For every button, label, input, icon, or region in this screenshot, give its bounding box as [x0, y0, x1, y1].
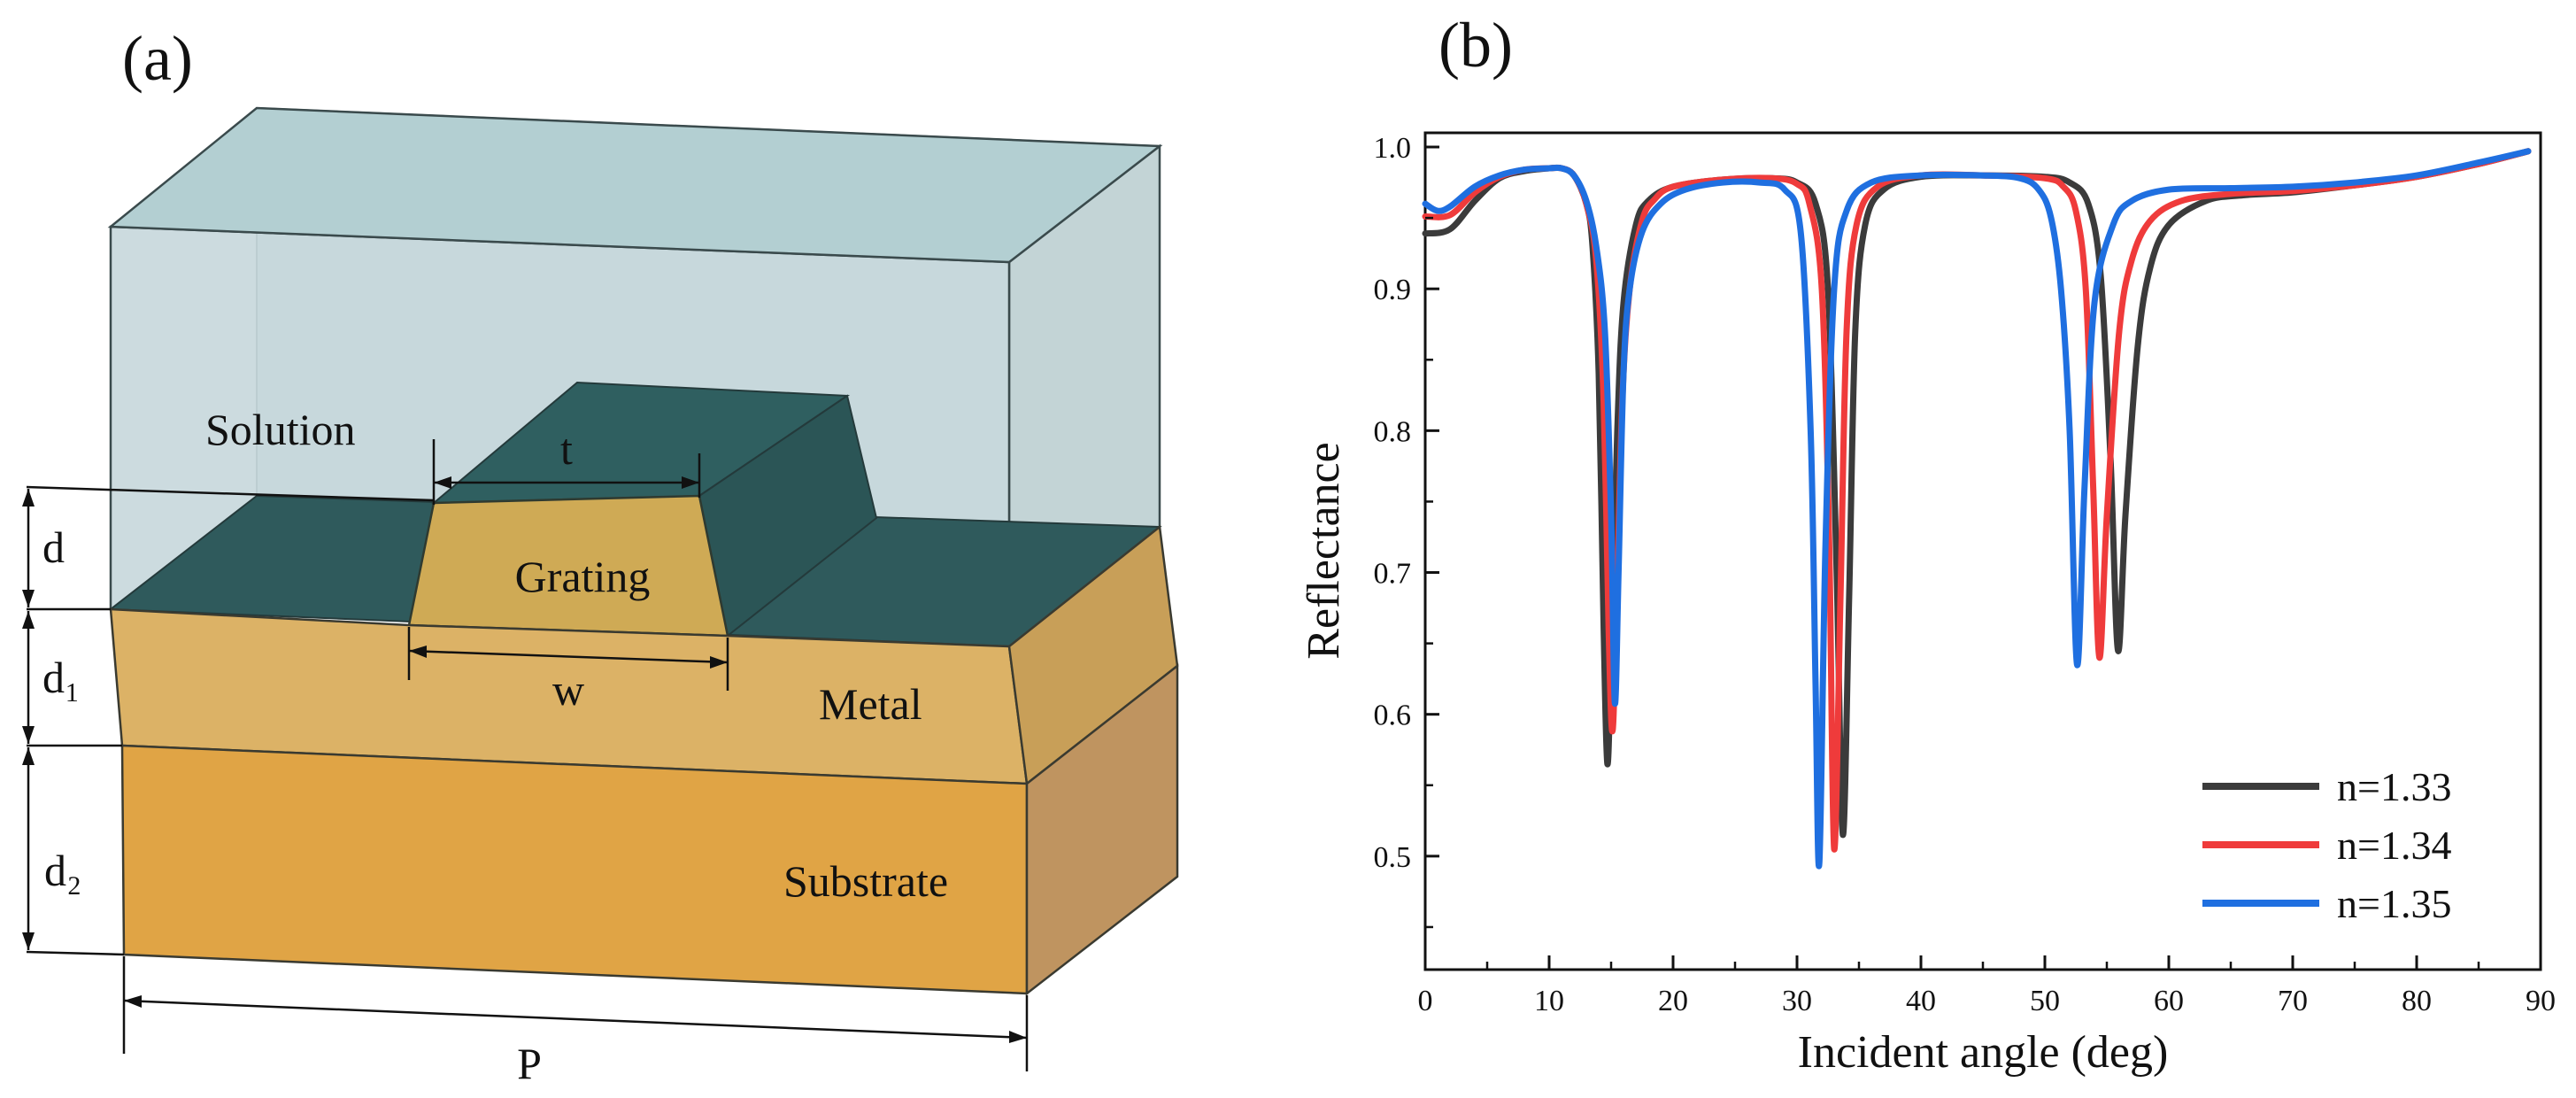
x-tick-label-80: 80 — [2402, 985, 2432, 1017]
panel-b-label: (b) — [1438, 10, 1513, 81]
y-tick-label-0.8: 0.8 — [1374, 415, 1412, 448]
d1-label: d₁ — [42, 653, 80, 702]
series-line-n135 — [1422, 148, 2532, 870]
y-axis-label: Reflectance — [1299, 442, 1349, 659]
series-line-n134 — [1422, 148, 2532, 853]
panel-b: (b) 0 10 20 30 40 50 60 70 80 90 0.5 0.6 0.7 0.8 0.9 1.… — [1299, 10, 2556, 1078]
panel-a: (a) — [22, 23, 1179, 1088]
ticks-layer: 0 10 20 30 40 50 60 70 80 90 0.5 0.6 0.7 0.8 0.9 1.0 — [1374, 132, 2557, 1017]
y-tick-label-1.0: 1.0 — [1374, 132, 1412, 165]
substrate-label: Substrate — [783, 856, 948, 906]
d-label: d — [42, 522, 65, 572]
x-tick-label-60: 60 — [2154, 985, 2184, 1017]
substrate-right-face — [1025, 663, 1179, 996]
dimension-arrowheads — [22, 476, 1027, 1043]
legend-label-1: n=1.34 — [2337, 823, 2451, 868]
grating-label: Grating — [515, 552, 651, 601]
series-line-n133 — [1422, 148, 2532, 839]
legend: n=1.33 n=1.34 n=1.35 — [2202, 764, 2451, 926]
d2-label: d₂ — [44, 846, 81, 895]
x-axis-label: Incident angle (deg) — [1798, 1027, 2169, 1078]
t-label: t — [560, 424, 573, 474]
x-tick-label-90: 90 — [2526, 985, 2556, 1017]
x-tick-label-0: 0 — [1418, 985, 1433, 1017]
metal-label: Metal — [819, 679, 922, 729]
legend-label-2: n=1.35 — [2337, 881, 2451, 926]
solution-top-face — [107, 106, 1163, 264]
y-tick-label-0.7: 0.7 — [1374, 558, 1412, 591]
panel-a-label: (a) — [122, 23, 193, 94]
series-layer — [1422, 148, 2532, 870]
w-label: w — [552, 665, 584, 715]
solution-label: Solution — [205, 405, 355, 454]
legend-label-0: n=1.33 — [2337, 764, 2451, 809]
dimension-lines — [26, 439, 1029, 1071]
y-tick-label-0.5: 0.5 — [1374, 841, 1412, 874]
y-tick-label-0.9: 0.9 — [1374, 274, 1412, 306]
x-tick-label-20: 20 — [1658, 985, 1688, 1017]
reflectance-chart: 0 10 20 30 40 50 60 70 80 90 0.5 0.6 0.7 0.8 0.9 1.0 In… — [1299, 131, 2557, 1078]
x-tick-label-10: 10 — [1534, 985, 1564, 1017]
p-label: P — [517, 1039, 542, 1088]
x-tick-label-50: 50 — [2030, 985, 2060, 1017]
x-tick-label-30: 30 — [1782, 985, 1812, 1017]
x-tick-label-70: 70 — [2278, 985, 2308, 1017]
y-tick-label-0.6: 0.6 — [1374, 700, 1412, 732]
x-tick-label-40: 40 — [1906, 985, 1936, 1017]
